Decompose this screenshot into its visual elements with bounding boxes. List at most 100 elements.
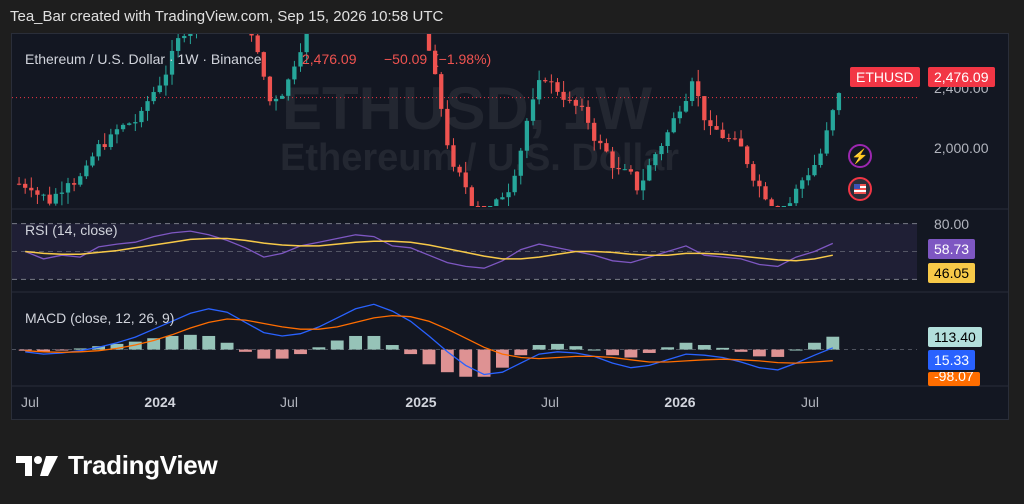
candle-body <box>696 81 701 97</box>
candle-body <box>769 199 774 206</box>
us-flag-icon[interactable] <box>848 177 872 201</box>
candle-body <box>720 129 725 139</box>
candle-body <box>163 74 169 86</box>
tradingview-logo: TradingView <box>16 450 218 481</box>
macd-histogram-bar <box>697 345 711 350</box>
candle-body <box>806 175 811 181</box>
macd-histogram-bar <box>551 343 564 350</box>
macd-histogram-bar <box>73 348 87 350</box>
legend-price: 2,476.09 <box>302 51 357 67</box>
symbol-tag: ETHUSD <box>850 67 920 87</box>
candle-body <box>139 110 144 123</box>
candle-body <box>488 206 493 207</box>
macd-value-tag: 15.33 <box>928 350 976 370</box>
candle-body <box>298 52 303 67</box>
candle-body <box>304 34 309 53</box>
macd-histogram-bar <box>716 347 730 350</box>
macd-histogram-bar <box>37 349 50 352</box>
macd-histogram-bar <box>789 349 803 351</box>
macd-histogram-bar <box>385 345 399 350</box>
candle-body <box>114 129 120 135</box>
macd-histogram-bar <box>532 345 546 350</box>
candle-body <box>653 154 658 166</box>
candle-body <box>708 120 713 127</box>
rsi-value-tag: 58.73 <box>928 239 976 259</box>
candle-body <box>84 165 89 177</box>
candle-body <box>506 192 511 198</box>
candle-body <box>543 80 548 82</box>
macd-signal-tag: -98.07 <box>928 372 980 386</box>
candle-body <box>494 199 499 206</box>
candle-body <box>457 166 462 173</box>
candle-body <box>793 188 799 204</box>
candle-body <box>641 180 646 191</box>
macd-histogram-bar <box>275 349 289 359</box>
macd-histogram-bar <box>257 349 271 359</box>
price-axis-label-2000: 2,000.00 <box>934 140 989 156</box>
macd-signal-line <box>25 314 833 364</box>
candle-body <box>169 50 175 75</box>
candle-body <box>757 180 762 187</box>
candle-body <box>677 111 683 119</box>
candle-body <box>671 118 676 133</box>
candle-body <box>71 183 77 185</box>
macd-histogram-bar <box>110 343 124 350</box>
candle-body <box>585 106 591 123</box>
candle-body <box>432 50 438 75</box>
candle-body <box>53 193 58 204</box>
macd-histogram-bar <box>18 349 32 351</box>
last-price-tag: 2,476.09 <box>928 67 995 87</box>
candle-body <box>249 34 254 36</box>
macd-hist-tag: 113.40 <box>928 327 982 347</box>
tradingview-wordmark: TradingView <box>68 450 218 480</box>
candle-body <box>579 105 585 107</box>
lightning-icon[interactable]: ⚡ <box>848 144 872 168</box>
candle-body <box>35 190 40 195</box>
candle-body <box>96 144 101 157</box>
macd-histogram-bar <box>808 342 821 350</box>
candle-body <box>426 34 432 51</box>
legend-change: −50.09 <box>384 51 428 67</box>
candle-body <box>23 183 28 188</box>
candle-body <box>800 180 805 189</box>
candle-body <box>267 76 273 102</box>
macd-histogram-bar <box>587 349 601 351</box>
x-tick-jul-2: Jul <box>280 394 298 410</box>
candle-body <box>292 66 297 80</box>
candle-body <box>463 172 468 188</box>
candle-body <box>512 175 517 193</box>
macd-histogram-bar <box>312 347 326 350</box>
candle-body <box>549 81 554 83</box>
candle-body <box>261 52 266 77</box>
candle-body <box>659 145 664 155</box>
macd-histogram-bar <box>514 349 528 356</box>
candle-body <box>714 126 719 130</box>
candle-body <box>451 145 456 167</box>
candle-body <box>475 205 481 207</box>
x-tick-2024: 2024 <box>144 394 176 410</box>
macd-histogram-bar <box>734 349 748 352</box>
candle-body <box>518 150 523 176</box>
chart-panel[interactable]: ETHUSD, 1W Ethereum / U.S. Dollar Ethere… <box>11 33 1009 420</box>
x-tick-2025: 2025 <box>405 394 437 410</box>
candle-body <box>830 110 835 131</box>
macd-histogram-bar <box>459 349 473 377</box>
candle-body <box>120 124 126 130</box>
macd-histogram-bar <box>147 338 161 350</box>
macd-histogram-bar <box>367 335 381 350</box>
chart-canvas[interactable] <box>12 34 1008 419</box>
x-tick-jul-3: Jul <box>541 394 559 410</box>
candle-body <box>188 34 193 36</box>
candle-body <box>738 138 744 147</box>
candle-body <box>59 192 65 194</box>
candle-body <box>255 35 260 53</box>
candle-body <box>145 101 150 111</box>
candle-body <box>665 132 670 146</box>
candle-body <box>561 91 566 100</box>
macd-histogram-bar <box>679 342 693 350</box>
candle-body <box>689 81 695 102</box>
candle-body <box>280 95 285 99</box>
candle-body <box>647 165 652 181</box>
candle-body <box>836 93 842 111</box>
candle-body <box>151 92 156 102</box>
